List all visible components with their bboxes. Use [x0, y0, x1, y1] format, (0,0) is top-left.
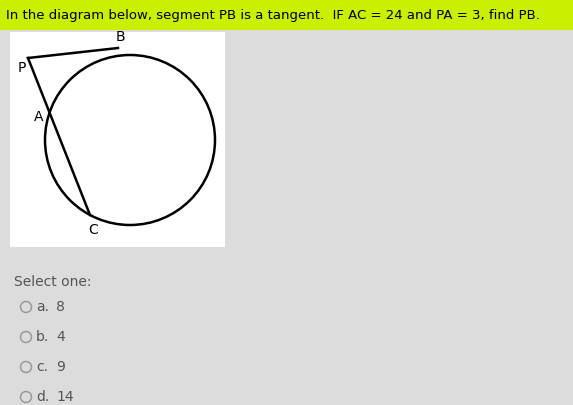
Text: 4: 4: [56, 330, 65, 344]
Text: In the diagram below, segment PB is a tangent.  IF AC = 24 and PA = 3, find PB.: In the diagram below, segment PB is a ta…: [6, 9, 540, 21]
Text: 8: 8: [56, 300, 65, 314]
Text: 14: 14: [56, 390, 73, 404]
Text: 9: 9: [56, 360, 65, 374]
Text: A: A: [33, 110, 43, 124]
Text: c.: c.: [36, 360, 48, 374]
Text: Select one:: Select one:: [14, 275, 92, 289]
Text: C: C: [88, 223, 98, 237]
FancyBboxPatch shape: [0, 0, 573, 30]
FancyBboxPatch shape: [10, 32, 225, 247]
Text: P: P: [18, 61, 26, 75]
Text: d.: d.: [36, 390, 49, 404]
Text: a.: a.: [36, 300, 49, 314]
Text: b.: b.: [36, 330, 49, 344]
Text: B: B: [115, 30, 125, 44]
